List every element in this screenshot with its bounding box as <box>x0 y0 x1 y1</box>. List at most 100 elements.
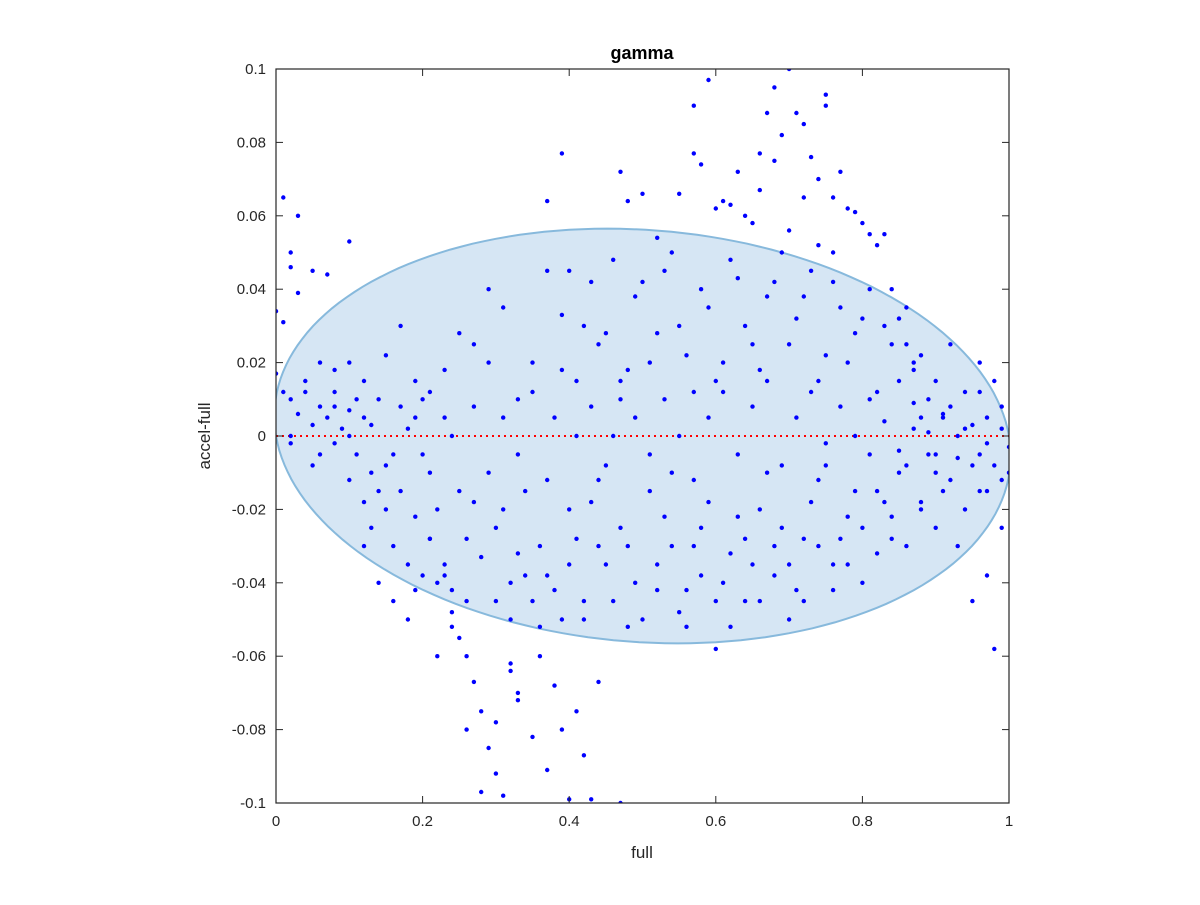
data-point <box>889 287 894 292</box>
data-point <box>603 331 609 336</box>
data-point <box>361 415 367 420</box>
data-point <box>633 580 638 585</box>
data-point <box>830 195 836 200</box>
data-point <box>896 470 902 475</box>
data-point <box>405 426 411 431</box>
data-point <box>999 426 1004 431</box>
data-point <box>398 323 403 329</box>
data-point <box>808 389 814 395</box>
data-point <box>684 353 689 358</box>
data-point <box>735 169 740 174</box>
data-point <box>530 598 535 604</box>
data-point <box>493 720 499 725</box>
data-point <box>405 562 411 567</box>
data-point <box>852 433 858 439</box>
data-point <box>867 452 872 457</box>
data-point <box>764 294 770 299</box>
data-point <box>435 580 440 585</box>
data-point <box>376 580 381 585</box>
data-point <box>545 268 550 273</box>
data-point <box>691 477 696 483</box>
data-point <box>589 797 594 802</box>
data-point <box>801 195 806 200</box>
data-point <box>537 654 543 659</box>
data-point <box>413 378 418 384</box>
data-point <box>332 389 337 395</box>
data-point <box>691 151 696 156</box>
data-point <box>970 422 975 428</box>
data-point <box>427 536 433 541</box>
y-tick-label: 0.1 <box>245 61 266 78</box>
data-point <box>317 452 323 457</box>
data-point <box>647 488 652 494</box>
data-point <box>567 562 572 567</box>
data-point <box>918 499 924 505</box>
data-point <box>992 463 997 468</box>
data-point <box>574 536 579 541</box>
data-point <box>618 169 623 174</box>
data-point <box>347 433 352 439</box>
data-point <box>537 543 543 549</box>
data-point <box>376 397 381 402</box>
data-point <box>281 320 286 325</box>
data-point <box>347 477 352 483</box>
data-point <box>926 430 931 435</box>
data-point <box>427 470 433 475</box>
data-point <box>918 507 924 512</box>
data-point <box>757 507 762 512</box>
data-point <box>317 404 323 409</box>
data-point <box>706 305 711 310</box>
data-point <box>471 342 477 347</box>
data-point <box>764 378 770 384</box>
data-point <box>764 110 770 116</box>
data-point <box>764 470 770 475</box>
data-point <box>449 433 455 439</box>
data-point <box>713 206 718 211</box>
data-point <box>515 698 521 703</box>
data-point <box>684 624 689 629</box>
data-point <box>391 452 396 457</box>
data-point <box>354 397 359 402</box>
data-point <box>391 598 396 604</box>
data-point <box>852 488 858 494</box>
data-point <box>559 151 565 156</box>
data-point <box>698 287 704 292</box>
data-point <box>383 353 389 358</box>
data-point <box>772 543 777 549</box>
data-point <box>713 598 718 604</box>
data-point <box>669 543 674 549</box>
data-point <box>948 342 953 347</box>
data-point <box>559 312 565 318</box>
data-point <box>750 342 755 347</box>
data-point <box>786 228 792 233</box>
data-point <box>926 452 931 457</box>
data-point <box>369 422 374 428</box>
data-point <box>808 154 814 160</box>
data-point <box>596 679 601 685</box>
data-point <box>449 624 455 629</box>
data-point <box>559 367 565 373</box>
data-point <box>779 250 784 255</box>
data-point <box>413 514 418 519</box>
data-point <box>515 397 521 402</box>
data-point <box>457 488 462 494</box>
data-point <box>618 378 623 384</box>
data-point <box>933 525 938 530</box>
data-point <box>405 617 411 622</box>
data-point <box>838 305 843 310</box>
data-point <box>845 562 850 567</box>
data-point <box>757 187 762 193</box>
data-point <box>830 250 836 255</box>
data-point <box>830 562 836 567</box>
data-point <box>713 378 718 384</box>
data-point <box>823 441 828 446</box>
data-point <box>515 452 521 457</box>
data-point <box>559 727 565 732</box>
y-tick-label: -0.02 <box>232 501 266 518</box>
data-point <box>574 433 579 439</box>
data-point <box>383 507 389 512</box>
data-point <box>706 415 711 420</box>
data-point <box>435 507 440 512</box>
data-point <box>574 378 579 384</box>
data-point <box>955 543 960 549</box>
